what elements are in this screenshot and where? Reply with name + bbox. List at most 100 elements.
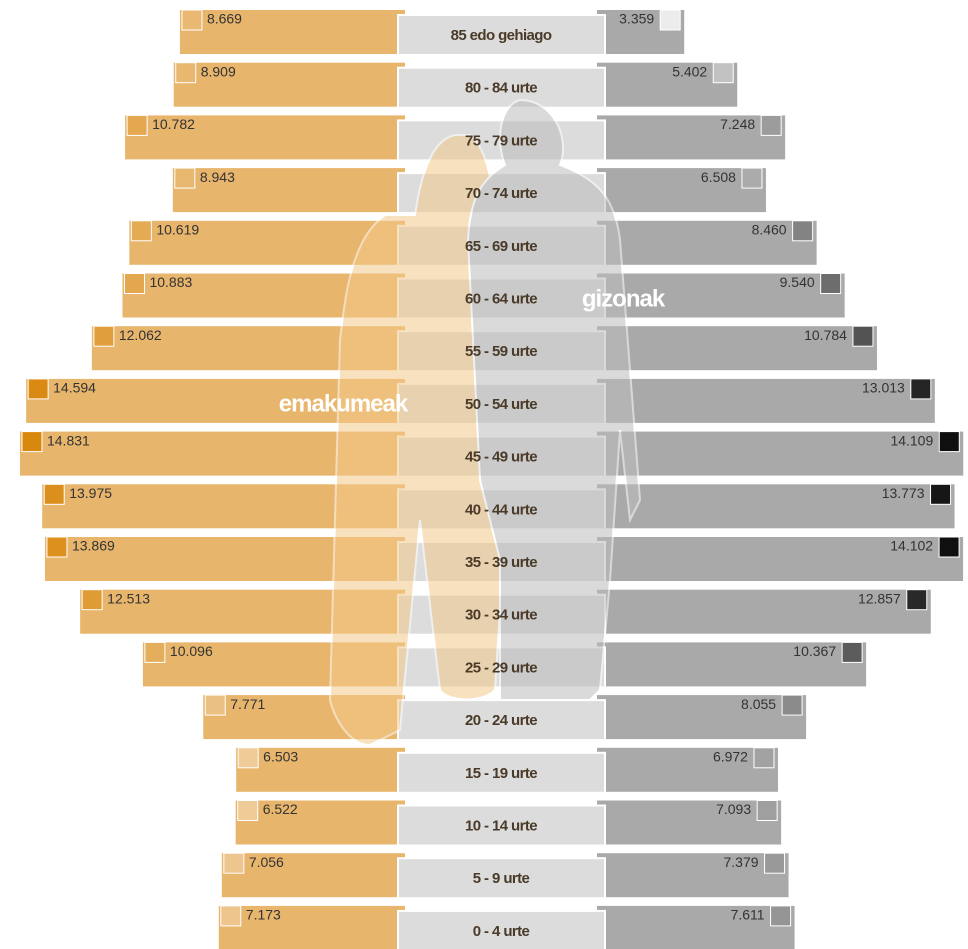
swatch bbox=[224, 853, 244, 873]
category-label: 10 - 14 urte bbox=[465, 817, 537, 834]
swatch bbox=[238, 801, 258, 821]
category-label: 70 - 74 urte bbox=[465, 185, 537, 202]
category-label: 45 - 49 urte bbox=[465, 449, 537, 466]
chart: 8.669 3.359 85 edo gehiago 8.909 5.402 80 - 8… bbox=[0, 0, 968, 949]
category-label: 85 edo gehiago bbox=[451, 27, 552, 44]
swatch bbox=[221, 906, 241, 926]
bar bbox=[597, 748, 778, 792]
category-label: 25 - 29 urte bbox=[465, 659, 537, 676]
value-label: 7.248 bbox=[720, 116, 755, 132]
bar bbox=[597, 801, 781, 845]
value-label: 13.013 bbox=[862, 380, 905, 396]
value-label: 10.883 bbox=[149, 274, 192, 290]
value-label: 7.379 bbox=[724, 854, 759, 870]
swatch bbox=[782, 695, 802, 715]
value-label: 12.857 bbox=[858, 590, 901, 606]
value-label: 7.173 bbox=[246, 907, 281, 923]
value-label: 10.784 bbox=[804, 327, 847, 343]
value-label: 13.869 bbox=[72, 538, 115, 554]
value-label: 14.831 bbox=[47, 432, 90, 448]
swatch bbox=[742, 168, 762, 188]
bar bbox=[236, 748, 405, 792]
swatch bbox=[205, 695, 225, 715]
bar bbox=[236, 801, 405, 845]
value-label: 6.508 bbox=[701, 169, 736, 185]
swatch bbox=[127, 115, 147, 135]
swatch bbox=[761, 115, 781, 135]
value-label: 12.062 bbox=[119, 327, 162, 343]
swatch bbox=[131, 221, 151, 241]
value-label: 8.909 bbox=[201, 63, 236, 79]
swatch bbox=[939, 432, 959, 452]
category-label: 80 - 84 urte bbox=[465, 80, 537, 97]
swatch bbox=[182, 10, 202, 30]
value-label: 12.513 bbox=[107, 590, 150, 606]
swatch bbox=[176, 63, 196, 83]
swatch bbox=[47, 537, 67, 557]
bar bbox=[597, 168, 766, 212]
swatch bbox=[175, 168, 195, 188]
value-label: 7.093 bbox=[716, 801, 751, 817]
category-label: 35 - 39 urte bbox=[465, 554, 537, 571]
value-label: 7.771 bbox=[230, 696, 265, 712]
category-label: 20 - 24 urte bbox=[465, 712, 537, 729]
swatch bbox=[124, 274, 144, 294]
value-label: 3.359 bbox=[619, 11, 654, 27]
swatch bbox=[911, 379, 931, 399]
swatch bbox=[771, 906, 791, 926]
series-label: emakumeak bbox=[279, 390, 409, 417]
swatch bbox=[44, 484, 64, 504]
series-label: gizonak bbox=[582, 285, 666, 312]
swatch bbox=[907, 590, 927, 610]
value-label: 7.611 bbox=[731, 907, 765, 923]
swatch bbox=[145, 642, 165, 662]
swatch bbox=[238, 748, 258, 768]
value-label: 8.055 bbox=[741, 696, 776, 712]
swatch bbox=[94, 326, 114, 346]
swatch bbox=[22, 432, 42, 452]
bar bbox=[597, 906, 795, 949]
value-label: 14.594 bbox=[53, 380, 96, 396]
value-label: 7.056 bbox=[249, 854, 284, 870]
value-label: 8.460 bbox=[752, 222, 787, 238]
bar bbox=[597, 853, 789, 897]
value-label: 13.773 bbox=[882, 485, 925, 501]
category-label: 30 - 34 urte bbox=[465, 607, 537, 624]
category-label: 5 - 9 urte bbox=[473, 870, 530, 887]
value-label: 10.782 bbox=[152, 116, 195, 132]
value-label: 6.522 bbox=[263, 801, 298, 817]
value-label: 8.943 bbox=[200, 169, 235, 185]
value-label: 13.975 bbox=[69, 485, 112, 501]
swatch bbox=[754, 748, 774, 768]
category-label: 0 - 4 urte bbox=[473, 923, 530, 940]
value-label: 9.540 bbox=[780, 274, 815, 290]
swatch bbox=[931, 484, 951, 504]
swatch bbox=[713, 63, 733, 83]
category-label: 60 - 64 urte bbox=[465, 290, 537, 307]
swatch bbox=[660, 10, 680, 30]
swatch bbox=[765, 853, 785, 873]
value-label: 6.972 bbox=[713, 749, 748, 765]
category-label: 40 - 44 urte bbox=[465, 501, 537, 518]
value-label: 10.619 bbox=[156, 222, 199, 238]
category-label: 15 - 19 urte bbox=[465, 765, 537, 782]
swatch bbox=[821, 274, 841, 294]
value-label: 5.402 bbox=[672, 63, 707, 79]
swatch bbox=[842, 642, 862, 662]
swatch bbox=[757, 801, 777, 821]
swatch bbox=[939, 537, 959, 557]
value-label: 14.109 bbox=[890, 432, 933, 448]
swatch bbox=[82, 590, 102, 610]
category-label: 65 - 69 urte bbox=[465, 238, 537, 255]
swatch bbox=[853, 326, 873, 346]
category-label: 75 - 79 urte bbox=[465, 132, 537, 149]
swatch bbox=[28, 379, 48, 399]
bar bbox=[597, 115, 785, 159]
value-label: 10.367 bbox=[793, 643, 836, 659]
swatch bbox=[793, 221, 813, 241]
value-label: 8.669 bbox=[207, 11, 242, 27]
category-label: 55 - 59 urte bbox=[465, 343, 537, 360]
value-label: 14.102 bbox=[890, 538, 933, 554]
value-label: 10.096 bbox=[170, 643, 213, 659]
value-label: 6.503 bbox=[263, 749, 298, 765]
